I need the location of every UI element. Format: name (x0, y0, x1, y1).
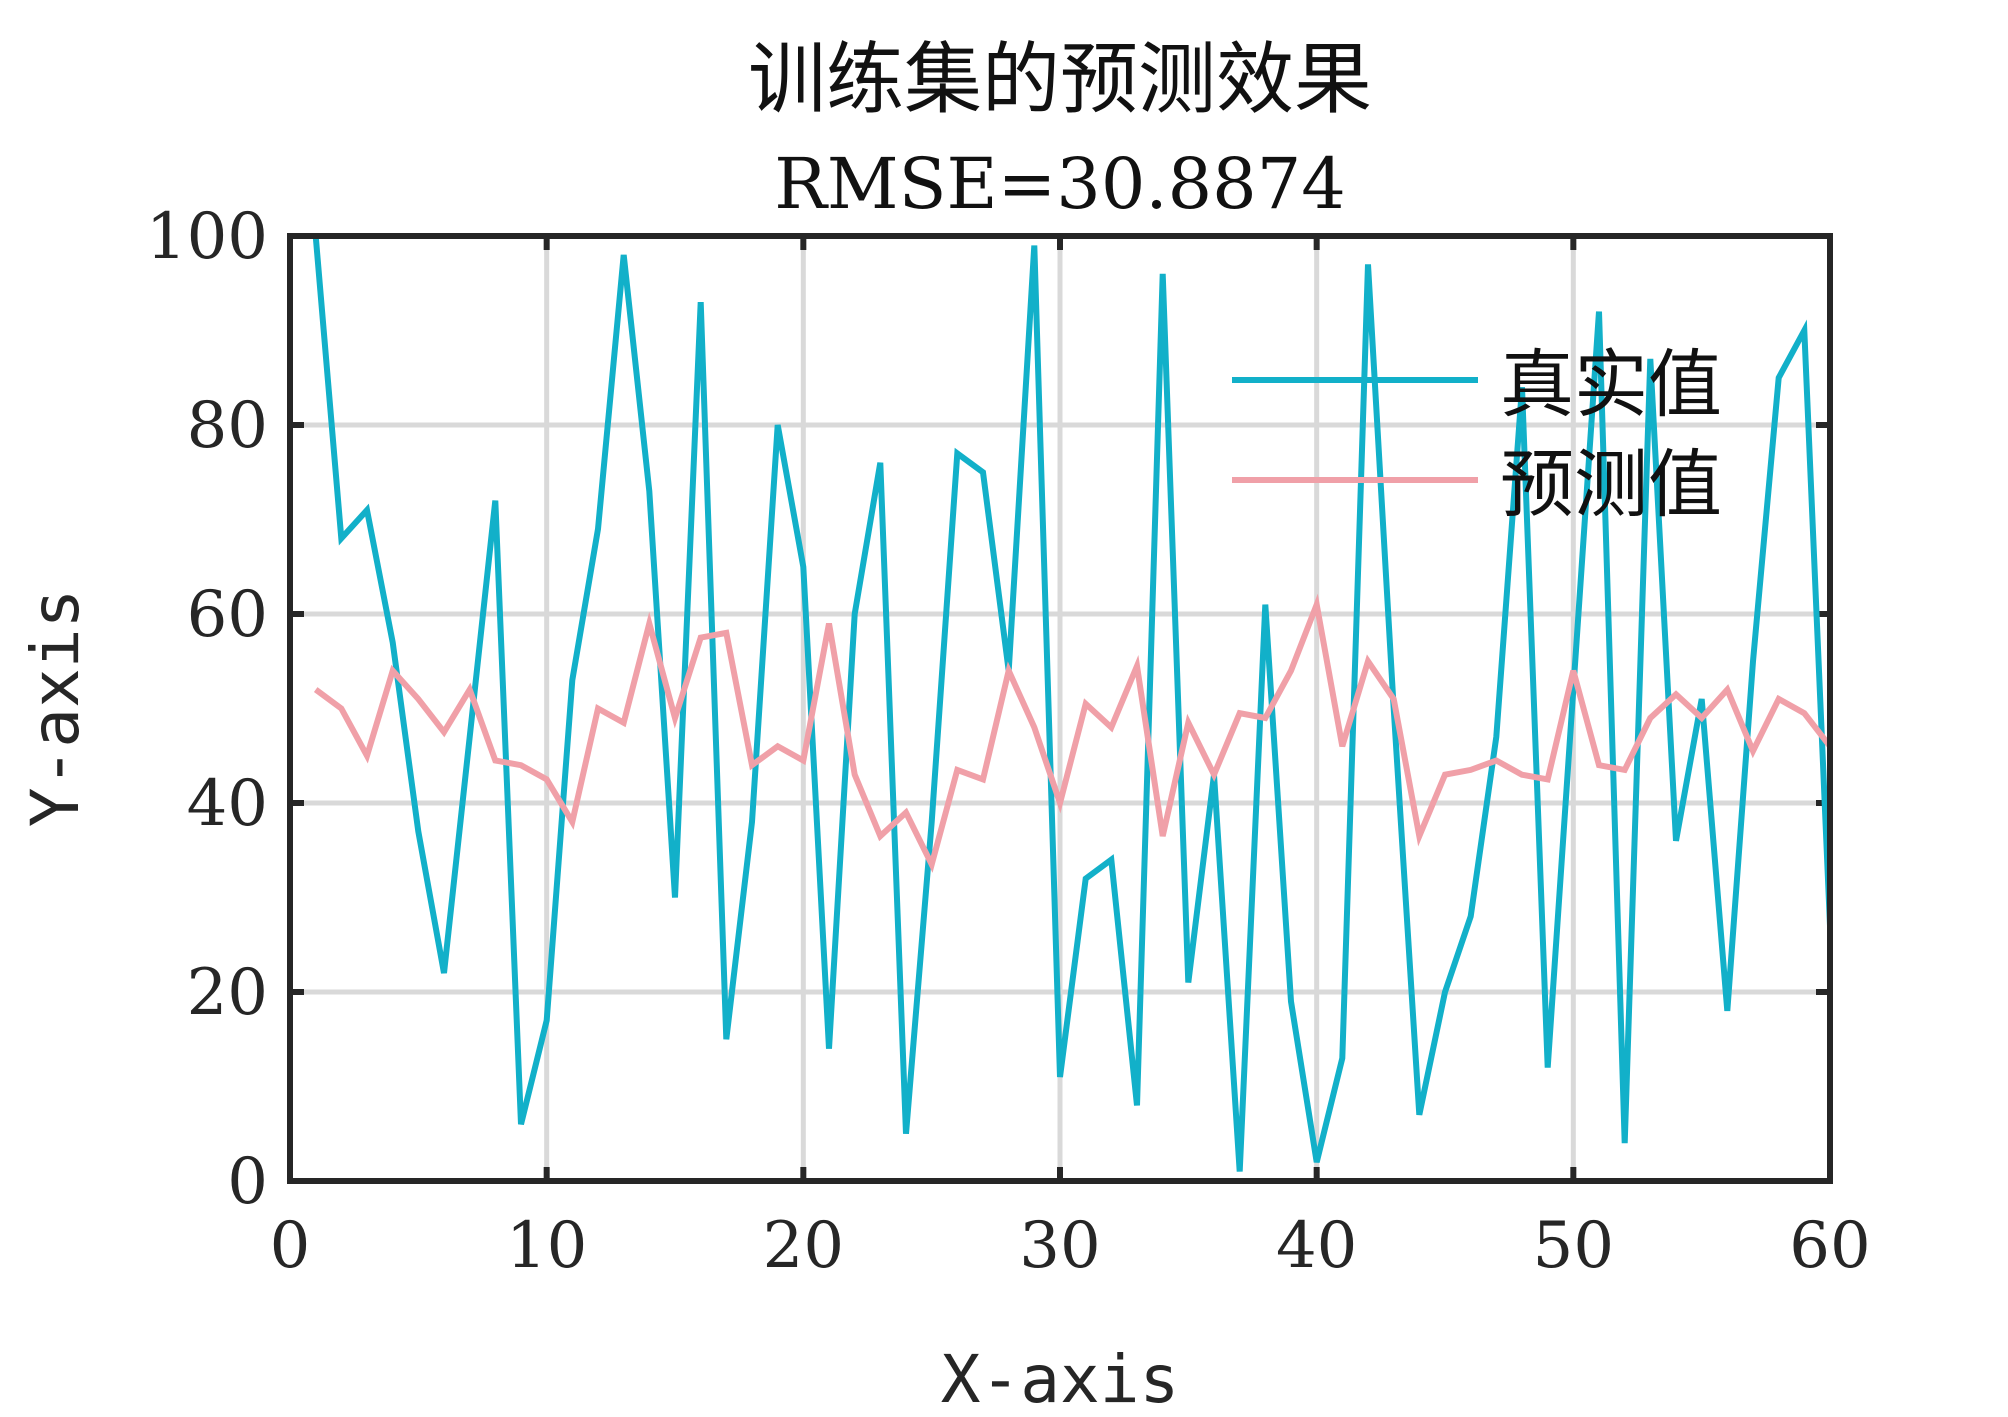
x-axis-label: X-axis (941, 1341, 1179, 1417)
legend-label-0: 真实值 (1500, 342, 1722, 428)
y-tick-label: 100 (146, 200, 268, 274)
x-tick-label: 10 (506, 1209, 587, 1283)
y-tick-label: 20 (187, 956, 268, 1030)
series-line-1 (313, 593, 1833, 873)
y-tick-label: 60 (187, 578, 268, 652)
x-tick-label: 20 (763, 1209, 844, 1283)
series-lines (312, 235, 1833, 1172)
x-tick-label: 40 (1276, 1209, 1357, 1283)
chart-subtitle: RMSE=30.8874 (774, 143, 1346, 225)
series-line-0 (312, 235, 1833, 1172)
x-tick-label: 30 (1019, 1209, 1100, 1283)
y-tick-label: 80 (187, 389, 268, 463)
chart-title: 训练集的预测效果 (748, 35, 1372, 125)
plot-frame (287, 233, 1833, 1184)
y-axis-label: Y-axis (17, 589, 94, 827)
legend-label-1: 预测值 (1500, 442, 1722, 528)
y-tick-label: 0 (227, 1145, 268, 1219)
y-axis-ticks: 0 20 40 60 80 100 (146, 200, 1830, 1219)
x-tick-label: 60 (1789, 1209, 1870, 1283)
x-tick-label: 0 (270, 1209, 311, 1283)
y-tick-label: 40 (187, 767, 268, 841)
x-tick-label: 50 (1533, 1209, 1614, 1283)
